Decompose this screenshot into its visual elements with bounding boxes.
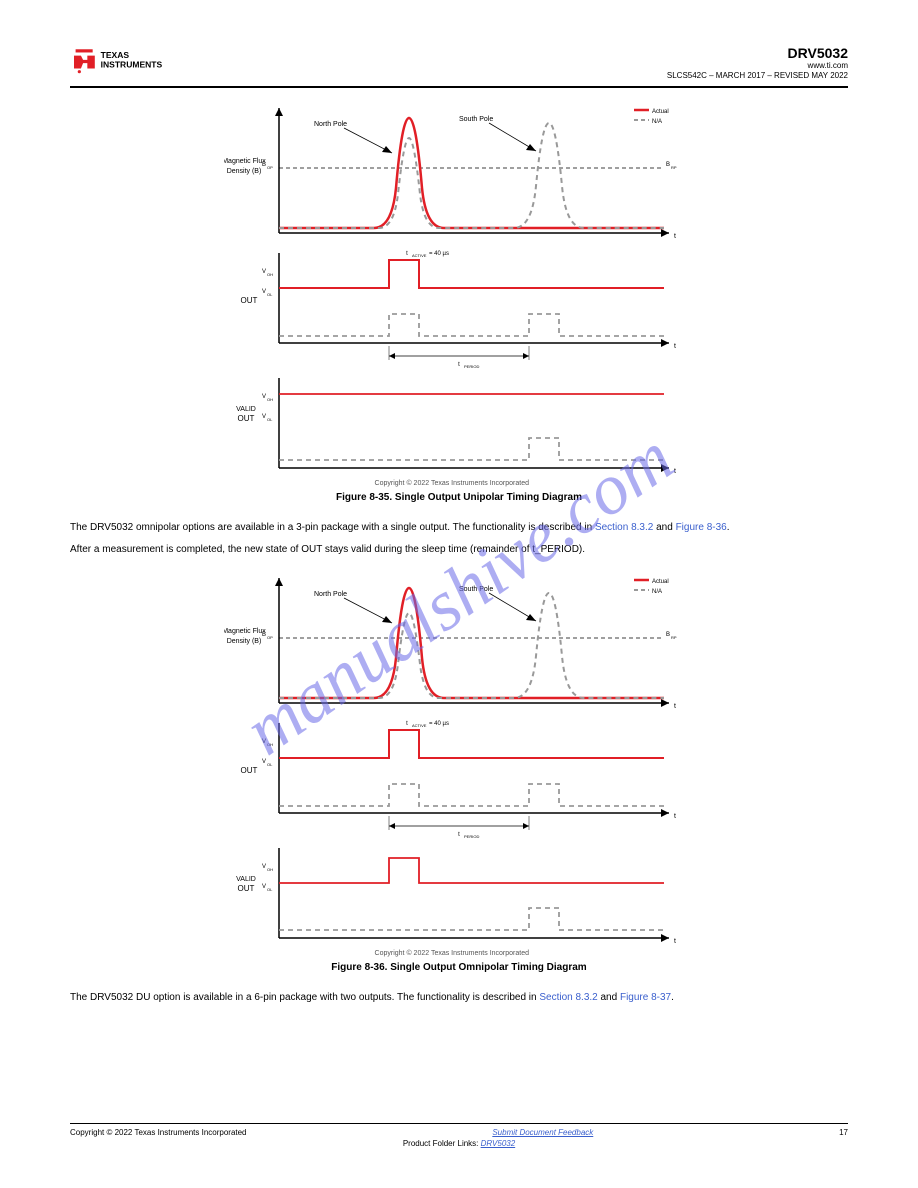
svg-text:Density (B): Density (B) <box>227 168 262 175</box>
svg-text:= 40 µs: = 40 µs <box>429 721 449 727</box>
svg-text:ACTIVE: ACTIVE <box>412 253 427 258</box>
para-3: The DRV5032 DU option is available in a … <box>70 991 848 1006</box>
svg-text:N/A: N/A <box>652 589 662 595</box>
svg-text:V: V <box>262 414 266 420</box>
svg-text:North Pole: North Pole <box>314 121 347 128</box>
footer-copyright: Copyright © 2022 Texas Instruments Incor… <box>70 1128 247 1137</box>
svg-text:OL: OL <box>267 292 273 297</box>
para-1: The DRV5032 omnipolar options are availa… <box>70 521 848 536</box>
svg-text:V: V <box>262 394 266 400</box>
header-right: DRV5032 www.ti.com SLCS542C – MARCH 2017… <box>667 45 848 82</box>
svg-text:North Pole: North Pole <box>314 591 347 598</box>
svg-text:B: B <box>666 632 670 638</box>
svg-text:V: V <box>262 289 266 295</box>
svg-text:PERIOD: PERIOD <box>464 834 479 839</box>
svg-text:RP: RP <box>671 165 677 170</box>
svg-text:South Pole: South Pole <box>459 586 493 593</box>
svg-text:OP: OP <box>267 165 273 170</box>
svg-text:OL: OL <box>267 417 273 422</box>
svg-text:OH: OH <box>267 742 273 747</box>
svg-text:t: t <box>674 938 676 945</box>
footer-row: Copyright © 2022 Texas Instruments Incor… <box>70 1128 848 1137</box>
figure-35-caption: Figure 8-35. Single Output Unipolar Timi… <box>224 492 694 503</box>
svg-text:OL: OL <box>267 762 273 767</box>
f35-top-panel: Magnetic Flux Density (B) t BOP BRP Nort… <box>224 108 677 240</box>
svg-text:Actual: Actual <box>652 109 669 115</box>
site-link[interactable]: www.ti.com <box>808 61 848 70</box>
figure-36-caption: Figure 8-36. Single Output Omnipolar Tim… <box>224 962 694 973</box>
svg-text:OH: OH <box>267 272 273 277</box>
svg-text:Magnetic Flux: Magnetic Flux <box>224 628 266 635</box>
figure-35: Magnetic Flux Density (B) t BOP BRP Nort… <box>224 98 694 503</box>
svg-text:VALID: VALID <box>236 406 256 413</box>
svg-text:VALID: VALID <box>236 876 256 883</box>
svg-text:OUT: OUT <box>238 414 255 423</box>
figure-35-svg: Magnetic Flux Density (B) t BOP BRP Nort… <box>224 98 694 478</box>
svg-text:= 40 µs: = 40 µs <box>429 251 449 257</box>
link-section-832b[interactable]: Section 8.3.2 <box>539 992 597 1003</box>
svg-text:t: t <box>674 813 676 820</box>
svg-text:t: t <box>406 251 408 257</box>
svg-text:V: V <box>262 269 266 275</box>
svg-text:Density (B): Density (B) <box>227 638 262 645</box>
f36-bottom-panel: VALID OUT t VOH VOL <box>236 848 676 945</box>
svg-text:OUT: OUT <box>238 884 255 893</box>
svg-text:OUT: OUT <box>241 766 258 775</box>
svg-text:OH: OH <box>267 867 273 872</box>
svg-text:V: V <box>262 884 266 890</box>
f35-mid-panel: OUT t VOH VOL t ACTIVE = 40 µs t PERI <box>241 251 676 369</box>
svg-text:Actual: Actual <box>652 579 669 585</box>
link-figure-836[interactable]: Figure 8-36 <box>676 522 727 533</box>
svg-text:B: B <box>262 162 266 168</box>
svg-text:OUT: OUT <box>241 296 258 305</box>
doc-ref: SLCS542C – MARCH 2017 – REVISED MAY 2022 <box>667 71 848 80</box>
device-name: DRV5032 <box>788 45 848 61</box>
svg-text:RP: RP <box>671 635 677 640</box>
svg-text:INSTRUMENTS: INSTRUMENTS <box>101 59 163 69</box>
f36-copyright: Copyright © 2022 Texas Instruments Incor… <box>224 950 694 957</box>
f35-bottom-panel: VALID OUT t VOH VOL <box>236 378 676 475</box>
footer-product-link[interactable]: DRV5032 <box>481 1139 516 1148</box>
svg-text:t: t <box>458 832 460 838</box>
svg-text:OP: OP <box>267 635 273 640</box>
f36-top-panel: Magnetic Flux Density (B) t BOP BRP Nort… <box>224 578 677 710</box>
svg-text:B: B <box>262 632 266 638</box>
svg-text:V: V <box>262 759 266 765</box>
page-header: TEXAS INSTRUMENTS DRV5032 www.ti.com SLC… <box>70 45 848 88</box>
footer-sub: Product Folder Links: DRV5032 <box>70 1137 848 1148</box>
header-meta: www.ti.com SLCS542C – MARCH 2017 – REVIS… <box>667 61 848 82</box>
svg-text:V: V <box>262 739 266 745</box>
svg-text:t: t <box>674 703 676 710</box>
link-figure-837[interactable]: Figure 8-37 <box>620 992 671 1003</box>
svg-text:t: t <box>458 362 460 368</box>
figure-36-svg: Magnetic Flux Density (B) t BOP BRP Nort… <box>224 568 694 948</box>
svg-text:PERIOD: PERIOD <box>464 364 479 369</box>
svg-text:V: V <box>262 864 266 870</box>
page-footer: Copyright © 2022 Texas Instruments Incor… <box>70 1123 848 1148</box>
footer-page-number: 17 <box>839 1128 848 1137</box>
svg-text:South Pole: South Pole <box>459 116 493 123</box>
svg-text:TEXAS: TEXAS <box>101 50 130 60</box>
ti-logo: TEXAS INSTRUMENTS <box>70 45 190 77</box>
footer-feedback[interactable]: Submit Document Feedback <box>247 1128 840 1137</box>
svg-text:N/A: N/A <box>652 119 662 125</box>
page-container: TEXAS INSTRUMENTS DRV5032 www.ti.com SLC… <box>0 0 918 1188</box>
f35-copyright: Copyright © 2022 Texas Instruments Incor… <box>224 480 694 487</box>
figure-36: Magnetic Flux Density (B) t BOP BRP Nort… <box>224 568 694 973</box>
svg-text:B: B <box>666 162 670 168</box>
svg-text:t: t <box>674 468 676 475</box>
svg-text:t: t <box>674 233 676 240</box>
para-2: After a measurement is completed, the ne… <box>70 543 848 558</box>
svg-text:OH: OH <box>267 397 273 402</box>
link-section-832a[interactable]: Section 8.3.2 <box>595 522 653 533</box>
svg-text:Magnetic Flux: Magnetic Flux <box>224 158 266 165</box>
f36-mid-panel: OUT t VOH VOL t ACTIVE = 40 µs t PERIOD <box>241 721 676 839</box>
svg-text:OL: OL <box>267 887 273 892</box>
svg-text:t: t <box>406 721 408 727</box>
svg-text:ACTIVE: ACTIVE <box>412 723 427 728</box>
svg-text:t: t <box>674 343 676 350</box>
